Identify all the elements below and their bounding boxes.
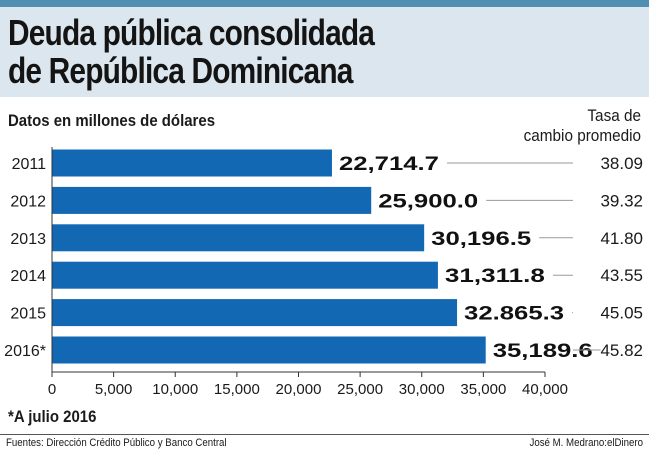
- year-label: 2011: [12, 156, 47, 173]
- exchange-rate-value: 38.09: [600, 154, 643, 173]
- x-tick-label: 35,000: [460, 381, 506, 398]
- bar: [52, 224, 424, 251]
- bar-value-label: 35,189.6: [493, 341, 593, 362]
- x-tick-label: 5,000: [95, 381, 133, 398]
- x-tick-label: 15,000: [214, 381, 260, 398]
- bar-value-label: 32.865.3: [464, 304, 564, 325]
- bar-value-label: 31,311.8: [445, 266, 545, 287]
- year-label: 2016*: [4, 343, 46, 360]
- exchange-rate-value: 45.05: [600, 304, 643, 323]
- x-tick-label: 20,000: [276, 381, 322, 398]
- exchange-rate-value: 45.82: [600, 341, 643, 360]
- x-tick-label: 30,000: [399, 381, 445, 398]
- x-tick-label: 10,000: [152, 381, 198, 398]
- bar-chart: 2011 22,714.7 38.09 2012 25,900.0 39.32 2013 30…: [0, 0, 649, 451]
- footnote: *A julio 2016: [8, 407, 96, 427]
- bar-value-label: 25,900.0: [378, 191, 478, 212]
- x-tick-label: 40,000: [522, 381, 568, 398]
- exchange-rate-value: 43.55: [600, 266, 643, 285]
- bar: [52, 337, 486, 364]
- year-label: 2014: [10, 268, 46, 285]
- x-tick-label: 0: [48, 381, 56, 398]
- bar: [52, 187, 371, 214]
- bar: [52, 262, 438, 289]
- year-label: 2013: [10, 231, 46, 248]
- year-label: 2012: [10, 193, 46, 210]
- year-label: 2015: [10, 306, 46, 323]
- bar: [52, 150, 332, 177]
- x-tick-label: 25,000: [337, 381, 383, 398]
- bar: [52, 299, 457, 326]
- footer-divider: [0, 434, 649, 435]
- author-credit: José M. Medrano:elDinero: [529, 437, 643, 449]
- source-credit: Fuentes: Dirección Crédito Público y Ban…: [6, 437, 227, 449]
- bar-value-label: 22,714.7: [339, 154, 439, 175]
- bar-value-label: 30,196.5: [431, 229, 532, 250]
- exchange-rate-value: 39.32: [600, 191, 643, 210]
- exchange-rate-value: 41.80: [600, 229, 643, 248]
